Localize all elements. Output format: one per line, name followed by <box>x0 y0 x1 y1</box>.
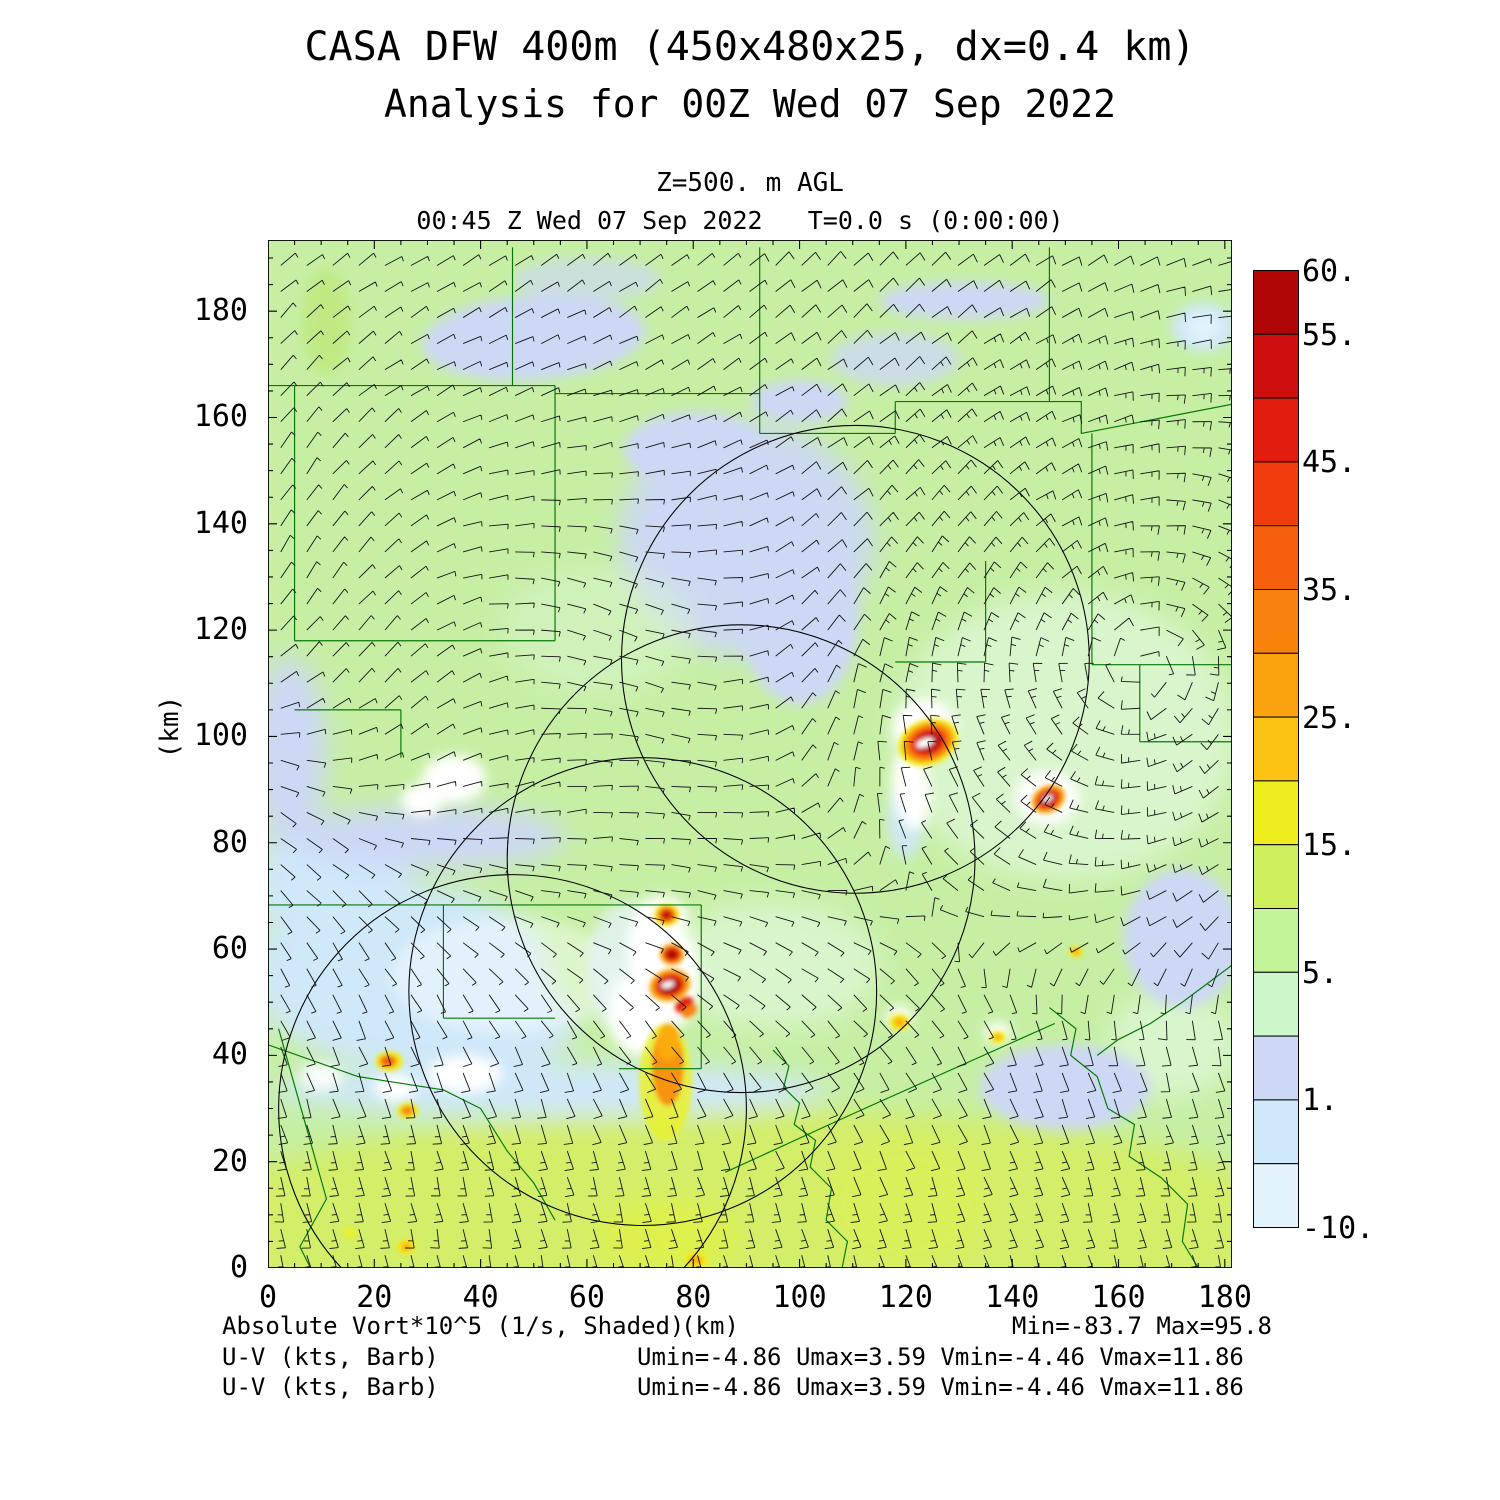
map-layers <box>268 240 1232 1268</box>
y-tick-label: 20 <box>211 1143 248 1179</box>
shaded-patch <box>893 1017 906 1028</box>
x-tick-label: 20 <box>356 1280 393 1315</box>
radar-range-ring <box>408 757 878 1227</box>
shaded-patch <box>916 737 934 748</box>
colorbar-cell <box>1253 780 1299 846</box>
timestamp-label: 00:45 Z Wed 07 Sep 2022 T=0.0 s (0:00:00… <box>416 206 1064 235</box>
shaded-patch <box>299 1063 343 1090</box>
radar-range-ring <box>506 624 976 1094</box>
x-tick-label: 120 <box>878 1280 933 1315</box>
shaded-patch <box>400 784 444 817</box>
y-tick-label: 40 <box>211 1037 248 1073</box>
colorbar-cell <box>1253 971 1299 1037</box>
county-boundaries <box>268 247 1232 1268</box>
colorbar-cell <box>1253 1099 1299 1165</box>
colorbar-cell <box>1253 844 1299 910</box>
shaded-patch <box>400 1242 412 1251</box>
colorbar-cell <box>1253 1035 1299 1101</box>
colorbar-label: 35. <box>1302 573 1357 608</box>
shaded-patch <box>656 1023 680 1061</box>
x-tick-label: 40 <box>462 1280 499 1315</box>
colorbar-cell <box>1253 525 1299 590</box>
x-tick-label: 100 <box>772 1280 827 1315</box>
shaded-patch <box>661 910 672 920</box>
y-tick-label: 160 <box>193 399 248 435</box>
colorbar-label: 60. <box>1302 254 1357 289</box>
shaded-patch <box>400 1105 414 1116</box>
y-tick-label: 120 <box>193 612 248 648</box>
colorbar-cell <box>1253 333 1299 399</box>
shaded-patch <box>1071 948 1081 956</box>
colorbar-label: 5. <box>1302 955 1339 991</box>
colorbar-cell <box>1253 1163 1299 1228</box>
shaded-patch <box>879 281 1050 320</box>
colorbar-cell <box>1253 270 1299 335</box>
x-tick-label: 0 <box>258 1280 278 1315</box>
x-tick-label: 60 <box>568 1280 605 1315</box>
shaded-patch <box>422 294 646 381</box>
y-tick-label: 140 <box>193 505 248 541</box>
shaded-patch <box>1042 795 1053 803</box>
vorticity-map <box>268 240 1232 1268</box>
page-title: CASA DFW 400m (450x480x25, dx=0.4 km) <box>304 24 1196 70</box>
footer-barb-stats-2: Umin=-4.86 Umax=3.59 Vmin=-4.46 Vmax=11.… <box>637 1373 1244 1401</box>
shaded-patch <box>501 566 694 694</box>
shaded-patch <box>666 901 880 1029</box>
shaded-patch <box>302 268 351 375</box>
colorbar-cell <box>1253 716 1299 782</box>
colorbar <box>1253 270 1299 1228</box>
x-tick-label: 180 <box>1197 1280 1252 1315</box>
shaded-patch <box>390 917 625 1035</box>
shaded-patch <box>1123 869 1232 1008</box>
radar-range-ring <box>278 874 747 1268</box>
colorbar-cell <box>1253 461 1299 527</box>
shaded-patch <box>993 1034 1003 1041</box>
shaded-patch <box>980 1044 1151 1130</box>
y-tick-label: 100 <box>193 718 248 754</box>
shaded-patch <box>427 1055 502 1093</box>
footer-barb-label-1: U-V (kts, Barb) <box>222 1343 439 1371</box>
shaded-patch <box>661 981 675 989</box>
x-tick-label: 160 <box>1091 1280 1146 1315</box>
colorbar-cell <box>1253 397 1299 463</box>
colorbar-label: 1. <box>1302 1083 1339 1119</box>
shaded-patch <box>1186 313 1221 341</box>
colorbar-cell <box>1253 652 1299 718</box>
y-tick-label: 0 <box>229 1250 248 1285</box>
colorbar-label: -10. <box>1302 1211 1375 1246</box>
colorbar-label: 25. <box>1302 700 1357 736</box>
page-subtitle: Analysis for 00Z Wed 07 Sep 2022 <box>383 82 1117 126</box>
x-axis-title: (km) <box>681 1312 739 1340</box>
level-label: Z=500. m AGL <box>656 168 844 198</box>
y-tick-label: 60 <box>211 931 248 967</box>
colorbar-label: 55. <box>1302 317 1357 353</box>
footer-field-label: Absolute Vort*10^5 (1/s, Shaded) <box>222 1312 685 1340</box>
shaded-patch <box>382 1057 393 1065</box>
shaded-patch <box>342 1227 358 1239</box>
footer-barb-label-2: U-V (kts, Barb) <box>222 1373 439 1401</box>
shaded-patch <box>374 1073 417 1101</box>
shaded-patch <box>512 258 662 301</box>
colorbar-cell <box>1253 589 1299 654</box>
x-tick-label: 80 <box>675 1280 712 1315</box>
colorbar-cell <box>1253 908 1299 973</box>
y-tick-label: 80 <box>211 824 248 860</box>
shaded-patch <box>592 1198 742 1268</box>
shaded-patch <box>665 948 679 960</box>
colorbar-label: 15. <box>1302 828 1357 864</box>
shaded-patch <box>650 460 821 588</box>
y-tick-label: 180 <box>193 293 248 329</box>
footer-minmax: Min=-83.7 Max=95.8 <box>1011 1312 1272 1340</box>
plot-border <box>268 240 1232 1268</box>
footer-barb-stats-1: Umin=-4.86 Umax=3.59 Vmin=-4.46 Vmax=11.… <box>637 1343 1244 1371</box>
colorbar-label: 45. <box>1302 445 1357 481</box>
shaded-patch <box>289 805 566 870</box>
shaded-patch <box>268 656 327 849</box>
shaded-patch <box>268 1108 1232 1268</box>
wind-barbs <box>274 251 1232 1268</box>
shaded-patch <box>751 380 848 423</box>
x-tick-label: 140 <box>985 1280 1040 1315</box>
